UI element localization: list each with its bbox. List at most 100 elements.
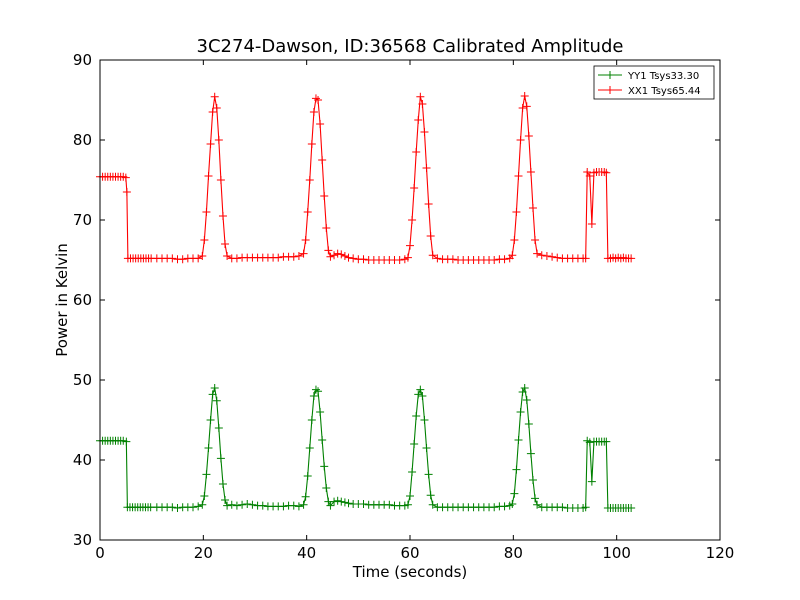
- data-point: [414, 390, 423, 399]
- data-point: [289, 501, 298, 510]
- data-point: [418, 392, 427, 400]
- data-point: [344, 499, 353, 508]
- data-point: [587, 477, 596, 486]
- legend-label: YY1 Tsys33.30: [627, 71, 699, 82]
- data-point: [490, 256, 499, 264]
- x-tick-label: 60: [400, 544, 419, 562]
- data-point: [520, 384, 529, 392]
- data-point: [420, 128, 429, 136]
- data-point: [202, 470, 211, 479]
- data-point: [340, 252, 349, 260]
- y-tick-label: 80: [73, 131, 92, 149]
- data-point: [516, 408, 525, 416]
- data-point: [528, 476, 537, 484]
- data-point: [510, 489, 519, 498]
- data-point: [420, 416, 429, 424]
- data-point: [200, 492, 209, 500]
- data-point: [510, 236, 519, 244]
- data-point: [202, 208, 211, 216]
- data-point: [514, 436, 523, 444]
- data-point: [122, 188, 131, 196]
- data-point: [349, 254, 358, 263]
- data-point: [528, 204, 537, 212]
- data-point: [581, 254, 590, 263]
- data-point: [600, 168, 609, 176]
- data-point: [301, 492, 310, 501]
- data-point: [311, 385, 320, 394]
- data-point: [305, 176, 314, 184]
- data-point: [344, 253, 353, 262]
- data-point: [416, 385, 425, 394]
- data-point: [403, 500, 412, 509]
- data-point: [299, 249, 308, 258]
- data-point: [490, 503, 499, 512]
- data-point: [627, 504, 636, 512]
- data-point: [309, 392, 318, 400]
- data-point: [531, 494, 540, 503]
- data-point: [326, 501, 335, 510]
- data-point: [448, 255, 457, 264]
- x-tick-label: 120: [706, 544, 735, 562]
- data-point: [307, 416, 316, 424]
- data-point: [422, 164, 431, 172]
- data-point: [537, 251, 546, 260]
- data-point: [422, 444, 431, 452]
- data-point: [333, 496, 342, 505]
- data-point: [522, 102, 531, 111]
- data-point: [318, 156, 327, 164]
- data-point: [289, 252, 298, 261]
- data-point: [531, 236, 540, 244]
- data-point: [206, 416, 215, 424]
- data-point: [406, 241, 414, 250]
- data-point: [508, 251, 517, 260]
- x-axis-label: Time (seconds): [352, 563, 468, 581]
- data-point: [322, 224, 331, 232]
- data-point: [204, 444, 213, 452]
- data-point: [520, 92, 529, 100]
- data-point: [274, 253, 283, 262]
- data-point: [303, 472, 312, 480]
- data-point: [322, 484, 331, 492]
- data-point: [243, 500, 252, 508]
- data-point: [500, 502, 509, 511]
- y-tick-label: 90: [73, 51, 92, 69]
- data-point: [408, 216, 417, 224]
- data-point: [210, 92, 219, 101]
- data-point: [418, 100, 427, 108]
- y-axis-label: Power in Kelvin: [53, 243, 71, 357]
- data-point: [198, 500, 207, 509]
- data-point: [526, 449, 535, 458]
- data-point: [208, 108, 217, 116]
- legend-marker: [606, 86, 614, 94]
- data-point: [168, 503, 177, 512]
- data-point: [337, 497, 346, 506]
- x-tick-label: 100: [602, 544, 631, 562]
- data-point: [279, 502, 288, 511]
- data-point: [212, 396, 221, 405]
- data-point: [627, 254, 636, 263]
- data-point: [320, 462, 329, 471]
- data-point: [216, 454, 225, 463]
- data-point: [533, 249, 542, 258]
- data-point: [581, 503, 590, 512]
- data-point: [585, 438, 594, 447]
- data-point: [514, 172, 523, 180]
- data-point: [333, 249, 342, 258]
- data-point: [585, 172, 594, 180]
- data-point: [311, 94, 320, 103]
- x-tick-label: 80: [504, 544, 523, 562]
- legend-marker: [606, 71, 614, 79]
- data-point: [516, 136, 525, 144]
- data-point: [198, 252, 207, 260]
- data-point: [412, 412, 421, 420]
- data-point: [558, 503, 567, 512]
- data-point: [553, 253, 562, 262]
- data-point: [330, 497, 339, 506]
- data-point: [408, 468, 417, 476]
- data-point: [221, 240, 230, 248]
- data-point: [122, 437, 131, 446]
- chart-title: 3C274-Dawson, ID:36568 Calibrated Amplit…: [197, 36, 624, 57]
- x-tick-label: 40: [297, 544, 316, 562]
